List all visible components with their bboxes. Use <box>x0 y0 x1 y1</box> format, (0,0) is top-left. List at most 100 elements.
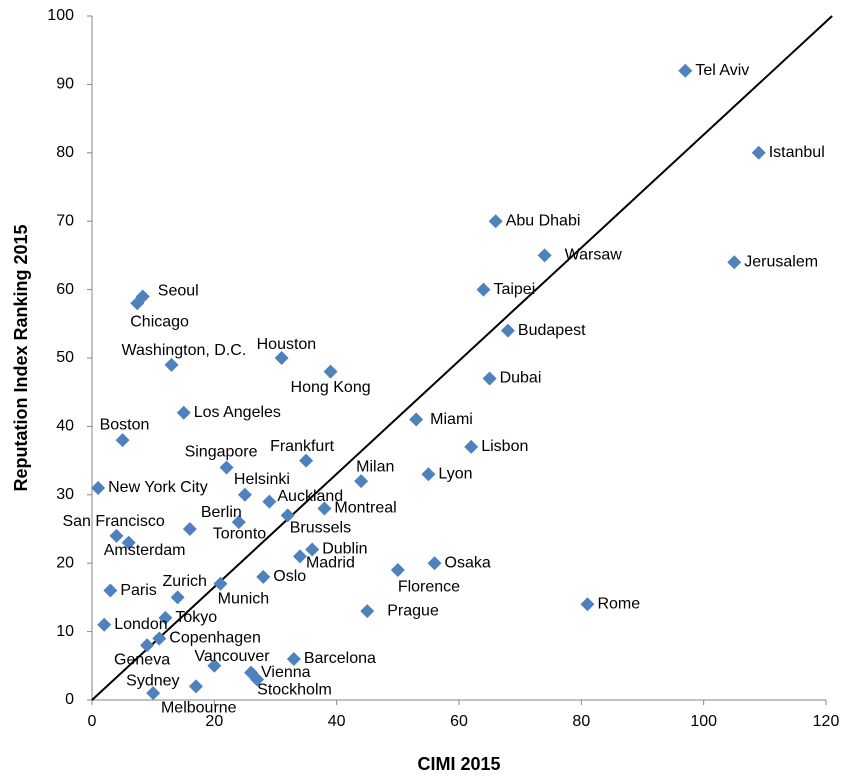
point <box>237 487 252 502</box>
point <box>580 597 595 612</box>
point-label: Oslo <box>273 568 306 585</box>
point <box>390 563 405 578</box>
point-label: Berlin <box>201 504 242 521</box>
point <box>91 480 106 495</box>
point <box>323 364 338 379</box>
point-label: Warsaw <box>565 247 623 264</box>
point-label: Abu Dhabi <box>506 212 581 229</box>
y-tick-label: 90 <box>56 76 74 93</box>
point <box>164 357 179 372</box>
point <box>421 467 436 482</box>
point-label: Zurich <box>162 573 206 590</box>
y-tick-label: 60 <box>56 281 74 298</box>
point <box>256 569 271 584</box>
point <box>727 255 742 270</box>
point <box>262 494 277 509</box>
point-label: Jerusalem <box>744 253 818 270</box>
point-label: Washington, D.C. <box>122 342 247 359</box>
y-tick-label: 10 <box>56 623 74 640</box>
point <box>115 433 130 448</box>
point-label: London <box>114 616 167 633</box>
point <box>537 248 552 263</box>
y-tick-label: 0 <box>65 691 74 708</box>
point <box>482 371 497 386</box>
point-label: Hong Kong <box>291 379 371 396</box>
point <box>188 679 203 694</box>
point-label: Budapest <box>518 322 586 339</box>
point <box>97 617 112 632</box>
point-label: Helsinki <box>234 471 290 488</box>
point-label: Rome <box>597 595 640 612</box>
y-tick-label: 40 <box>56 418 74 435</box>
y-tick-label: 70 <box>56 212 74 229</box>
point <box>317 501 332 516</box>
point-label: Munich <box>218 591 270 608</box>
point-label: Milan <box>356 458 394 475</box>
point-label: Frankfurt <box>270 438 335 455</box>
x-tick-label: 0 <box>88 713 97 730</box>
point-label: Sydney <box>126 672 179 689</box>
point <box>476 282 491 297</box>
point <box>219 460 234 475</box>
point <box>427 556 442 571</box>
point-label: Istanbul <box>769 144 825 161</box>
y-tick-label: 30 <box>56 486 74 503</box>
point-label: Prague <box>387 602 439 619</box>
point <box>103 583 118 598</box>
point <box>500 323 515 338</box>
point-label: Copenhagen <box>169 630 261 647</box>
point <box>152 631 167 646</box>
point <box>292 549 307 564</box>
point <box>409 412 424 427</box>
y-tick-label: 50 <box>56 349 74 366</box>
y-tick-label: 100 <box>47 7 74 24</box>
point-label: Boston <box>100 416 150 433</box>
point-label: Barcelona <box>304 650 376 667</box>
point <box>213 576 228 591</box>
x-tick-label: 80 <box>572 713 590 730</box>
reference-line <box>91 15 833 701</box>
point <box>146 686 161 701</box>
point <box>488 214 503 229</box>
point <box>182 522 197 536</box>
point-label: Vienna <box>261 664 311 681</box>
point-label: Lisbon <box>481 438 528 455</box>
point <box>305 542 320 557</box>
point <box>274 351 289 365</box>
point-label: Tokyo <box>175 609 217 626</box>
point <box>158 610 173 625</box>
point <box>280 508 295 523</box>
point-label: Madrid <box>306 555 355 572</box>
point <box>360 604 375 619</box>
point-label: Lyon <box>438 465 472 482</box>
point <box>176 405 191 420</box>
point-label: Los Angeles <box>194 404 281 421</box>
x-tick-label: 120 <box>813 713 840 730</box>
y-tick-label: 80 <box>56 144 74 161</box>
point-label: Geneva <box>114 651 170 668</box>
point-label: Auckland <box>277 488 343 505</box>
point-label: Florence <box>398 578 460 595</box>
point-label: Miami <box>430 411 473 428</box>
point <box>170 590 185 605</box>
y-axis-label: Reputation Index Ranking 2015 <box>11 224 31 491</box>
point <box>121 535 136 550</box>
point-label: Montreal <box>334 500 396 517</box>
point <box>250 672 265 687</box>
point <box>464 439 479 454</box>
point-label: Seoul <box>158 283 199 300</box>
point-label: Dubai <box>500 370 542 387</box>
point <box>354 474 369 489</box>
point-label: San Francisco <box>62 513 164 530</box>
point <box>109 528 124 543</box>
point-label: Toronto <box>213 525 266 542</box>
point <box>207 658 222 673</box>
point-label: Osaka <box>445 554 491 571</box>
point <box>140 638 155 653</box>
point-label: Singapore <box>185 444 258 461</box>
point-label: Brussels <box>290 520 351 537</box>
y-tick-label: 20 <box>56 554 74 571</box>
point-label: Melbourne <box>161 700 237 717</box>
point <box>286 651 301 666</box>
